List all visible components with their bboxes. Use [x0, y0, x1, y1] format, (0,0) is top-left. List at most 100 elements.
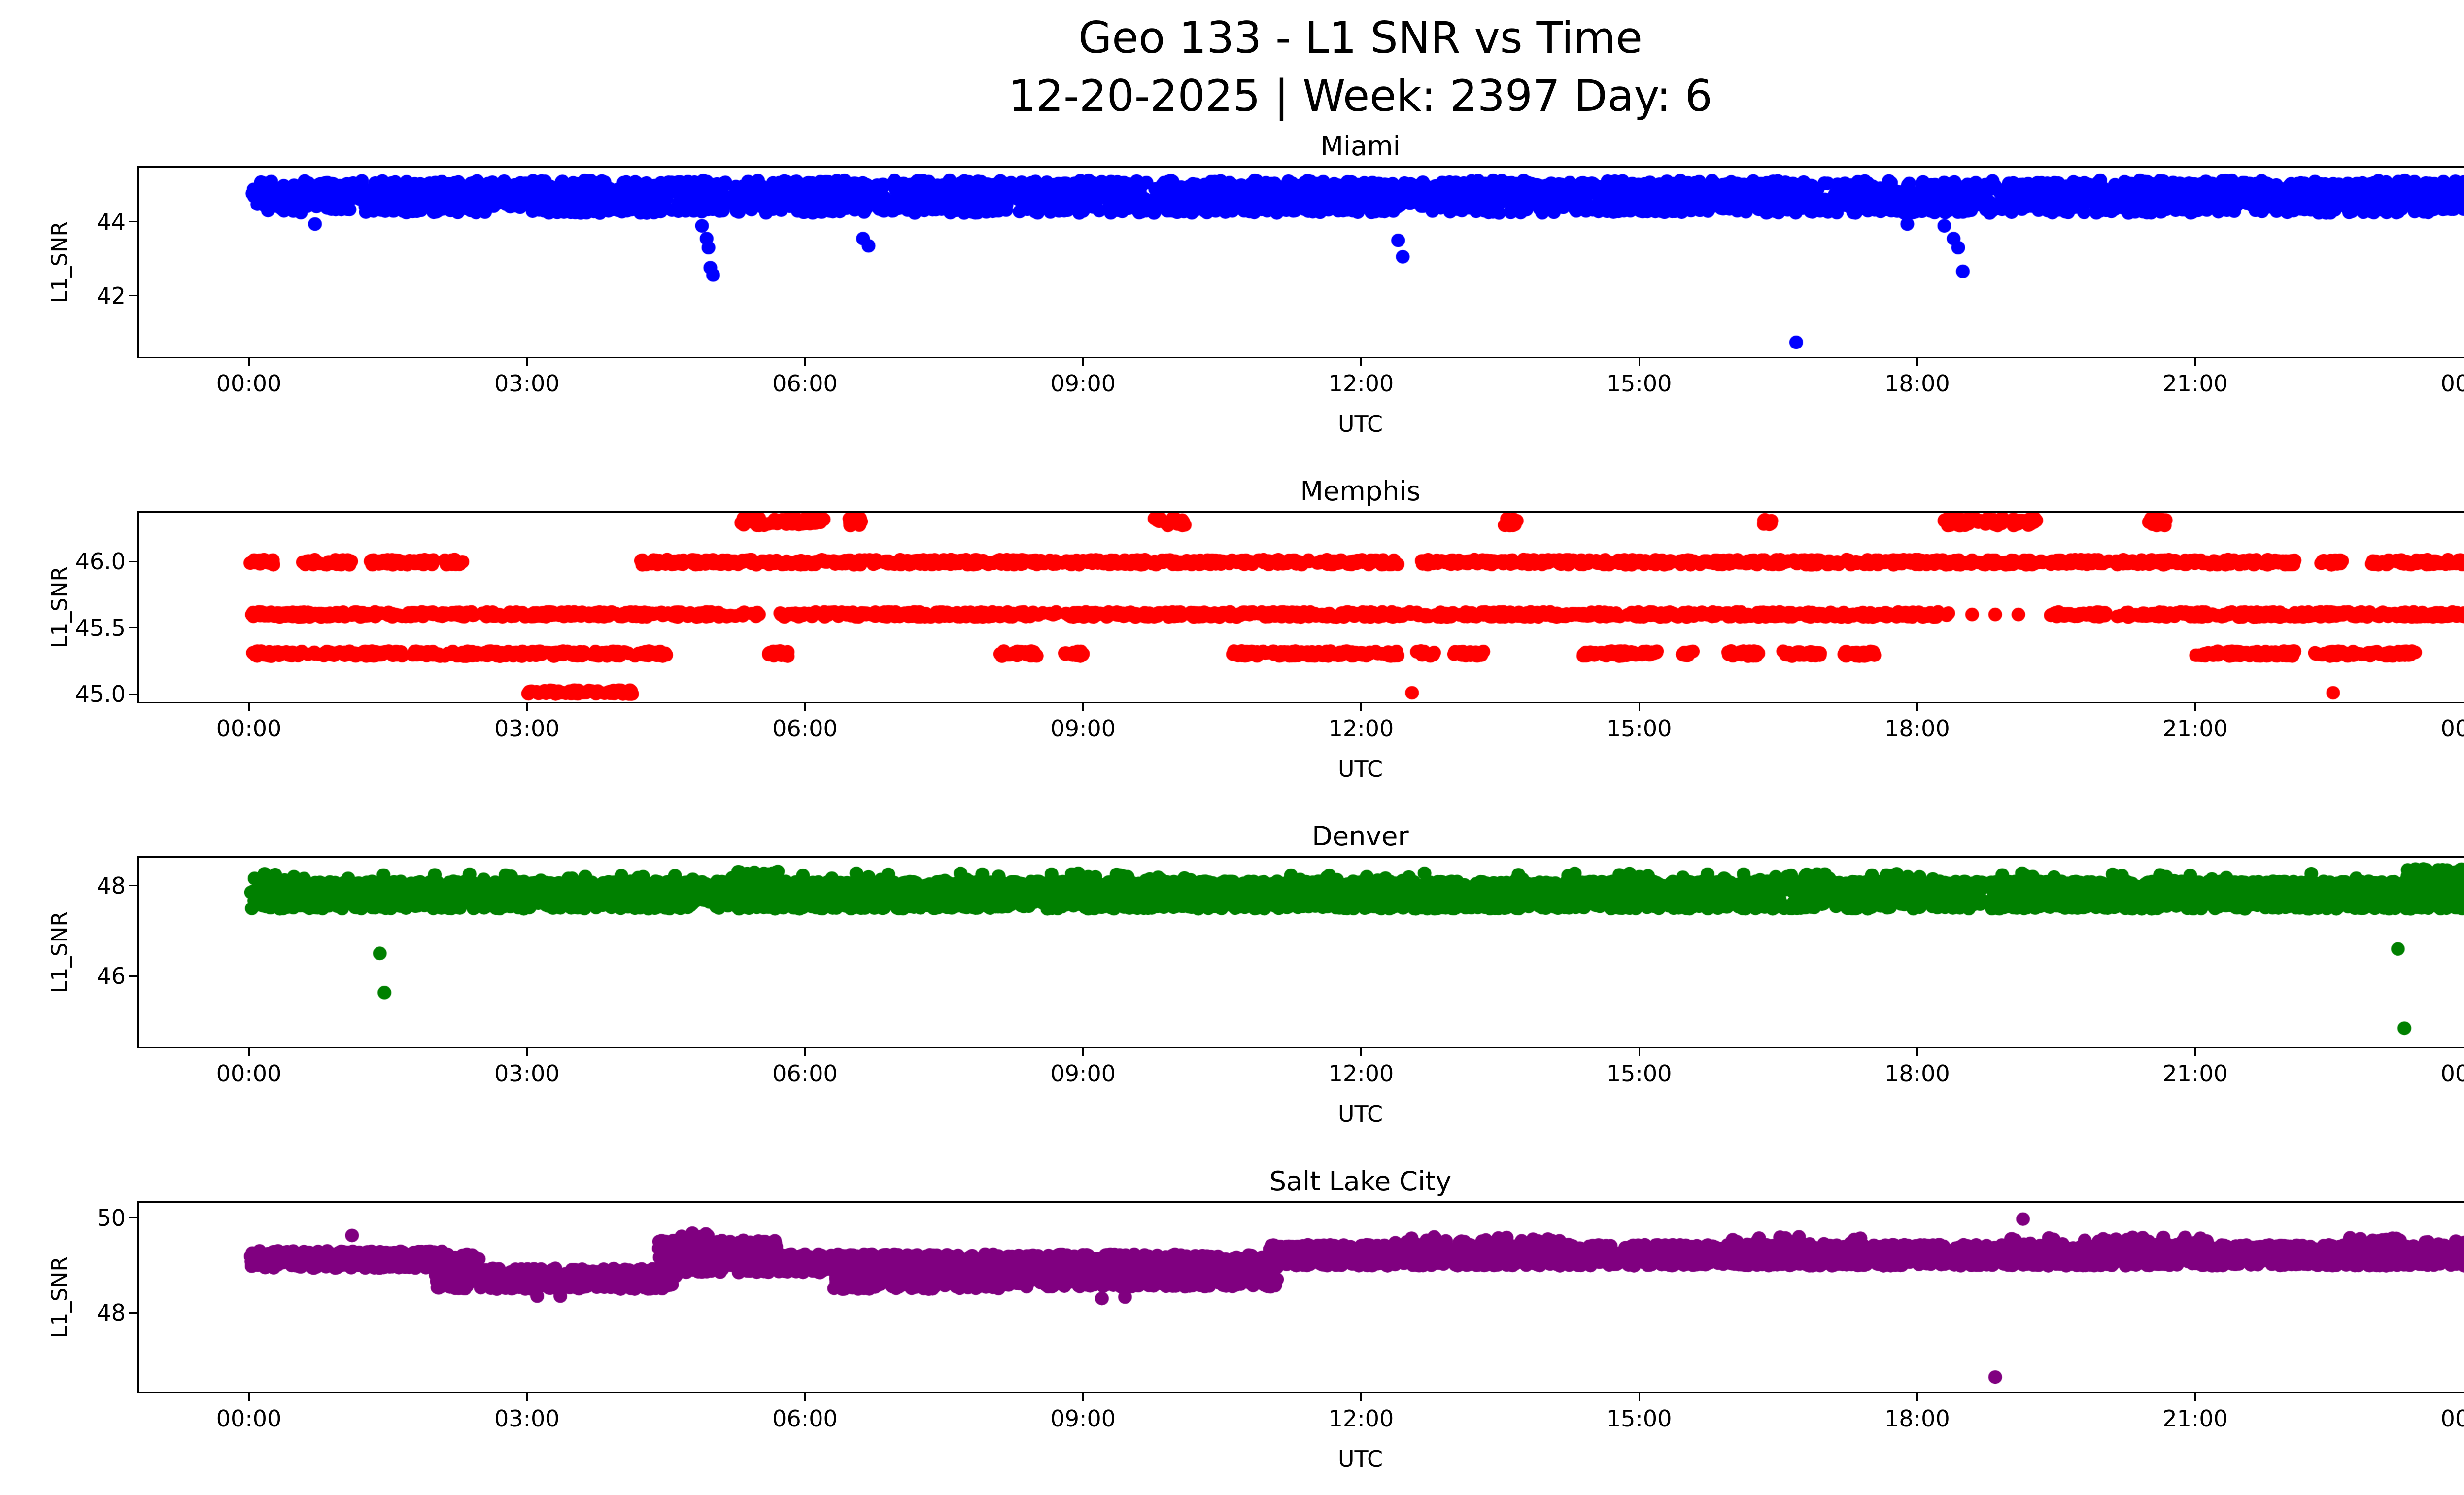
- x-tick-mark: [526, 1048, 528, 1056]
- y-tick-label: 48: [97, 1299, 126, 1326]
- x-tick-label: 09:00: [1050, 1405, 1116, 1432]
- x-tick-mark: [804, 703, 806, 711]
- x-tick-mark: [2194, 358, 2196, 366]
- x-tick-mark: [1360, 358, 1362, 366]
- y-tick-mark: [129, 1312, 137, 1314]
- x-tick-label: 21:00: [2162, 715, 2228, 742]
- x-tick-label: 15:00: [1606, 715, 1672, 742]
- x-tick-mark: [1638, 1393, 1640, 1401]
- x-tick-mark: [526, 358, 528, 366]
- subplot-title: Miami: [1320, 131, 1401, 162]
- y-tick-mark: [129, 560, 137, 562]
- subplot-title: Salt Lake City: [1269, 1166, 1452, 1197]
- y-tick-mark: [129, 885, 137, 887]
- x-tick-mark: [248, 1048, 250, 1056]
- x-tick-label: 12:00: [1328, 1405, 1394, 1432]
- x-tick-label: 03:00: [494, 1060, 560, 1087]
- x-tick-label: 03:00: [494, 370, 560, 397]
- x-tick-label: 00:00: [2440, 1060, 2464, 1087]
- x-tick-label: 18:00: [1884, 1405, 1950, 1432]
- x-tick-label: 06:00: [772, 1405, 838, 1432]
- subplot-title: Memphis: [1300, 476, 1421, 507]
- x-tick-mark: [2194, 1048, 2196, 1056]
- x-tick-label: 00:00: [216, 1405, 282, 1432]
- x-tick-mark: [1360, 1048, 1362, 1056]
- y-tick-label: 46: [97, 963, 126, 990]
- y-tick-mark: [129, 295, 137, 296]
- y-tick-label: 44: [97, 208, 126, 235]
- y-tick-mark: [129, 627, 137, 629]
- x-tick-label: 00:00: [2440, 1405, 2464, 1432]
- y-tick-mark: [129, 693, 137, 695]
- x-tick-label: 15:00: [1606, 1405, 1672, 1432]
- x-tick-label: 21:00: [2162, 1060, 2228, 1087]
- x-tick-mark: [804, 358, 806, 366]
- x-tick-mark: [1082, 358, 1084, 366]
- x-tick-mark: [1638, 703, 1640, 711]
- y-tick-label: 45.0: [75, 681, 126, 708]
- x-tick-mark: [1916, 358, 1918, 366]
- x-tick-mark: [1082, 703, 1084, 711]
- y-tick-mark: [129, 221, 137, 222]
- plot-area: [137, 1201, 2464, 1393]
- x-tick-label: 12:00: [1328, 715, 1394, 742]
- x-tick-label: 06:00: [772, 1060, 838, 1087]
- x-tick-mark: [248, 703, 250, 711]
- x-tick-label: 06:00: [772, 370, 838, 397]
- x-axis-label: UTC: [1337, 1446, 1383, 1472]
- x-tick-label: 00:00: [216, 715, 282, 742]
- subplot-title: Denver: [1312, 821, 1409, 852]
- x-tick-mark: [1360, 703, 1362, 711]
- subplot-memphis: Memphis L1_SNR UTC 00:00 03:00 06:00 09:00 1…: [0, 477, 2464, 856]
- x-tick-label: 18:00: [1884, 1060, 1950, 1087]
- scatter-canvas: [139, 858, 2464, 1047]
- x-axis-label: UTC: [1337, 411, 1383, 437]
- x-tick-label: 12:00: [1328, 370, 1394, 397]
- y-tick-label: 48: [97, 872, 126, 899]
- x-tick-mark: [248, 1393, 250, 1401]
- x-tick-label: 09:00: [1050, 1060, 1116, 1087]
- plot-area: [137, 856, 2464, 1048]
- x-tick-mark: [2194, 1393, 2196, 1401]
- x-tick-label: 12:00: [1328, 1060, 1394, 1087]
- x-tick-mark: [1082, 1393, 1084, 1401]
- x-tick-mark: [2194, 703, 2196, 711]
- x-tick-label: 15:00: [1606, 370, 1672, 397]
- y-tick-mark: [129, 1217, 137, 1219]
- x-tick-mark: [1360, 1393, 1362, 1401]
- x-tick-mark: [1916, 1048, 1918, 1056]
- x-tick-label: 15:00: [1606, 1060, 1672, 1087]
- x-tick-label: 06:00: [772, 715, 838, 742]
- scatter-canvas: [139, 513, 2464, 702]
- x-tick-mark: [1638, 358, 1640, 366]
- x-tick-label: 00:00: [2440, 715, 2464, 742]
- x-tick-label: 00:00: [216, 370, 282, 397]
- x-tick-mark: [804, 1393, 806, 1401]
- y-tick-label: 42: [97, 282, 126, 309]
- x-axis-label: UTC: [1337, 756, 1383, 782]
- x-tick-mark: [1916, 703, 1918, 711]
- subplot-denver: Denver L1_SNR UTC 00:00 03:00 06:00 09:00 12…: [0, 822, 2464, 1201]
- x-tick-mark: [526, 1393, 528, 1401]
- x-tick-mark: [248, 358, 250, 366]
- x-tick-mark: [804, 1048, 806, 1056]
- scatter-canvas: [139, 168, 2464, 357]
- y-tick-label: 50: [97, 1204, 126, 1231]
- scatter-canvas: [139, 1203, 2464, 1392]
- x-tick-label: 03:00: [494, 715, 560, 742]
- figure-title: Geo 133 - L1 SNR vs Time 12-20-2025 | We…: [137, 9, 2464, 125]
- x-tick-label: 03:00: [494, 1405, 560, 1432]
- figure-title-line1: Geo 133 - L1 SNR vs Time: [1078, 12, 1643, 63]
- x-tick-label: 09:00: [1050, 370, 1116, 397]
- y-tick-label: 45.5: [75, 614, 126, 641]
- x-tick-label: 21:00: [2162, 1405, 2228, 1432]
- y-tick-label: 46.0: [75, 548, 126, 575]
- x-tick-label: 18:00: [1884, 715, 1950, 742]
- x-axis-label: UTC: [1337, 1101, 1383, 1127]
- x-tick-mark: [526, 703, 528, 711]
- figure-title-line2: 12-20-2025 | Week: 2397 Day: 6: [1008, 70, 1712, 121]
- x-tick-label: 00:00: [216, 1060, 282, 1087]
- x-tick-label: 18:00: [1884, 370, 1950, 397]
- subplot-miami: Miami L1_SNR UTC 00:00 03:00 06:00 09:00 12:…: [0, 132, 2464, 511]
